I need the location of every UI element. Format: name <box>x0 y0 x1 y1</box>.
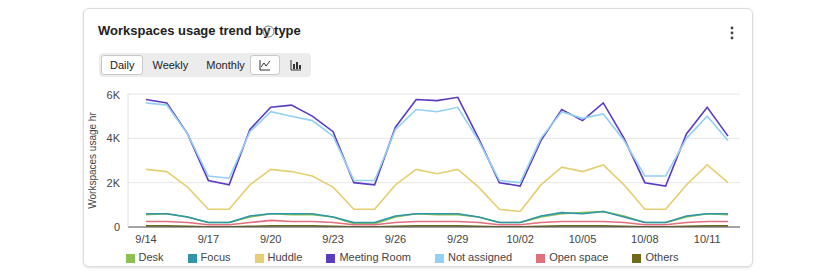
svg-text:10/11: 10/11 <box>694 233 721 245</box>
svg-text:9/23: 9/23 <box>322 233 343 245</box>
svg-text:0: 0 <box>114 221 120 233</box>
html-text:Not assigned: Not assigned <box>447 251 513 263</box>
html-text:Workspaces usage trend by type: Workspaces usage trend by type <box>98 23 301 38</box>
svg-text:6K: 6K <box>107 89 121 101</box>
html-text:Huddle: Huddle <box>267 251 303 263</box>
svg-text:9/14: 9/14 <box>135 233 156 245</box>
html-text:Daily: Daily <box>110 59 135 71</box>
html-text:Others: Others <box>645 251 679 263</box>
svg-text:9/20: 9/20 <box>260 233 281 245</box>
html-text:Desk: Desk <box>138 251 164 263</box>
svg-text:2K: 2K <box>107 177 121 189</box>
svg-text:4K: 4K <box>107 132 121 144</box>
html-text:Meeting Room: Meeting Room <box>339 251 411 263</box>
html-text:Monthly: Monthly <box>206 59 245 71</box>
svg-text:9/29: 9/29 <box>447 233 468 245</box>
svg-text:9/26: 9/26 <box>385 233 406 245</box>
svg-text:Workspaces usage hr: Workspaces usage hr <box>87 112 98 209</box>
svg-text:10/08: 10/08 <box>631 233 659 245</box>
svg-text:10/02: 10/02 <box>506 233 534 245</box>
svg-text:9/17: 9/17 <box>198 233 219 245</box>
html-text:Focus: Focus <box>200 251 231 263</box>
html-text:Open space: Open space <box>549 251 609 263</box>
html-text:Weekly: Weekly <box>152 59 189 71</box>
svg-text:10/05: 10/05 <box>569 233 597 245</box>
